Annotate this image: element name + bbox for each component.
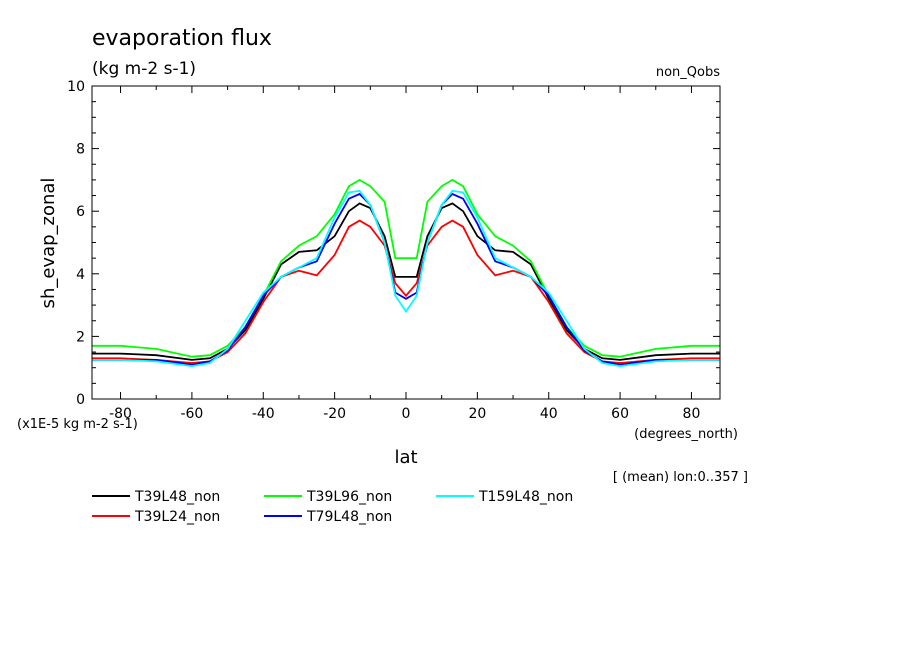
- y-tick-label: 6: [76, 204, 85, 220]
- y-tick-label: 8: [76, 142, 85, 158]
- series-line-0: [92, 202, 720, 361]
- series-line-3: [92, 192, 720, 366]
- y-axis-label: sh_evap_zonal: [38, 178, 59, 309]
- x-tick-label: -40: [252, 406, 275, 422]
- legend-label-0: T39L48_non: [134, 489, 220, 505]
- legend-label-4: T159L48_non: [478, 489, 573, 505]
- y-scale-note: (x1E-5 kg m-2 s-1): [17, 417, 138, 432]
- x-tick-label: 0: [402, 406, 411, 422]
- series-line-1: [92, 219, 720, 364]
- x-tick-label: -80: [109, 406, 132, 422]
- legend-label-1: T39L24_non: [134, 509, 220, 525]
- x-tick-label: 80: [683, 406, 701, 422]
- footnote: [ (mean) lon:0..357 ]: [613, 470, 748, 485]
- chart-title: evaporation flux: [92, 26, 272, 51]
- x-tick-label: -20: [323, 406, 346, 422]
- series-line-4: [92, 189, 720, 368]
- chart-corner-label: non_Qobs: [656, 65, 720, 80]
- x-tick-label: 20: [468, 406, 486, 422]
- x-tick-label: 60: [611, 406, 629, 422]
- x-axis-label: lat: [394, 447, 417, 468]
- plot-frame: [91, 85, 721, 400]
- plot-lines: [92, 178, 720, 368]
- series-line-2: [92, 178, 720, 358]
- legend: T39L48_non T39L24_non T39L96_non T79L48_non…: [92, 489, 573, 525]
- axes: [91, 85, 721, 400]
- x-units-label: (degrees_north): [634, 427, 738, 442]
- y-tick-label: 4: [76, 267, 85, 283]
- y-tick-label: 10: [67, 79, 85, 95]
- chart-units-label: (kg m-2 s-1): [92, 59, 196, 79]
- tick-labels: -80 -60 -40 -20 0 20 40 60 80 0 2 4 6 8 10: [67, 79, 700, 422]
- x-tick-label: -60: [180, 406, 203, 422]
- y-tick-label: 0: [76, 392, 85, 408]
- x-tick-label: 40: [540, 406, 558, 422]
- y-tick-label: 2: [76, 329, 85, 345]
- legend-label-2: T39L96_non: [306, 489, 392, 505]
- legend-label-3: T79L48_non: [306, 509, 392, 525]
